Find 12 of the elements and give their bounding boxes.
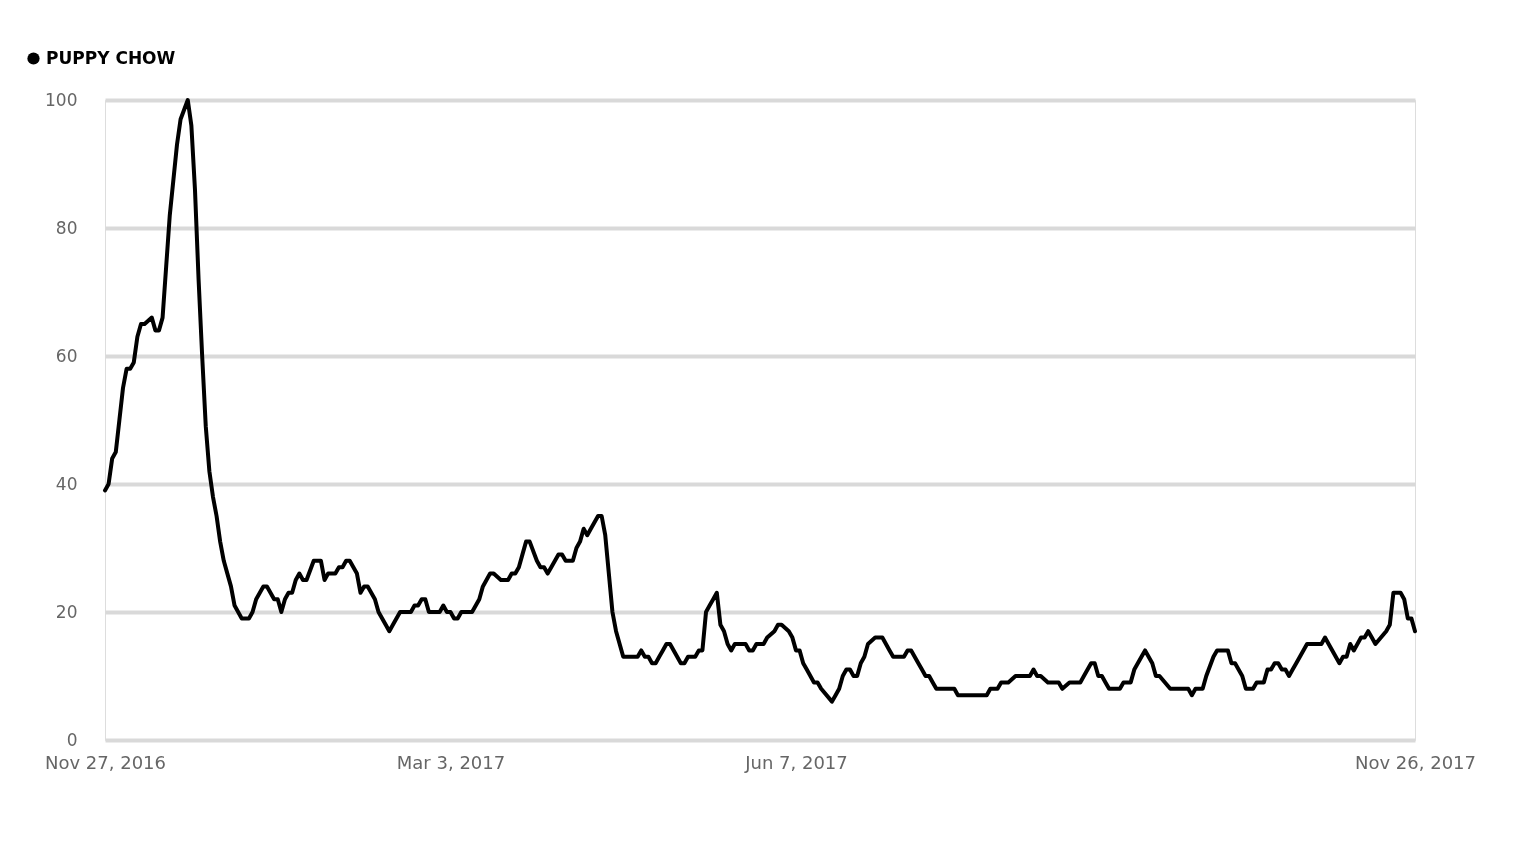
y-tick-label: 100	[45, 89, 78, 110]
y-tick-label: 60	[55, 345, 78, 366]
x-tick-label: Nov 26, 2017	[1354, 751, 1477, 773]
x-tick-label: Mar 3, 2017	[396, 751, 506, 773]
legend-label: PUPPY CHOW	[46, 47, 176, 68]
y-tick-label: 80	[55, 217, 78, 238]
y-tick-label: 40	[55, 473, 78, 494]
y-tick-label: 0	[66, 729, 78, 750]
x-tick-label: Jun 7, 2017	[744, 751, 848, 773]
x-tick-label: Nov 27, 2016	[44, 751, 167, 773]
y-tick-label: 20	[55, 601, 78, 622]
line-series	[103, 98, 1417, 704]
